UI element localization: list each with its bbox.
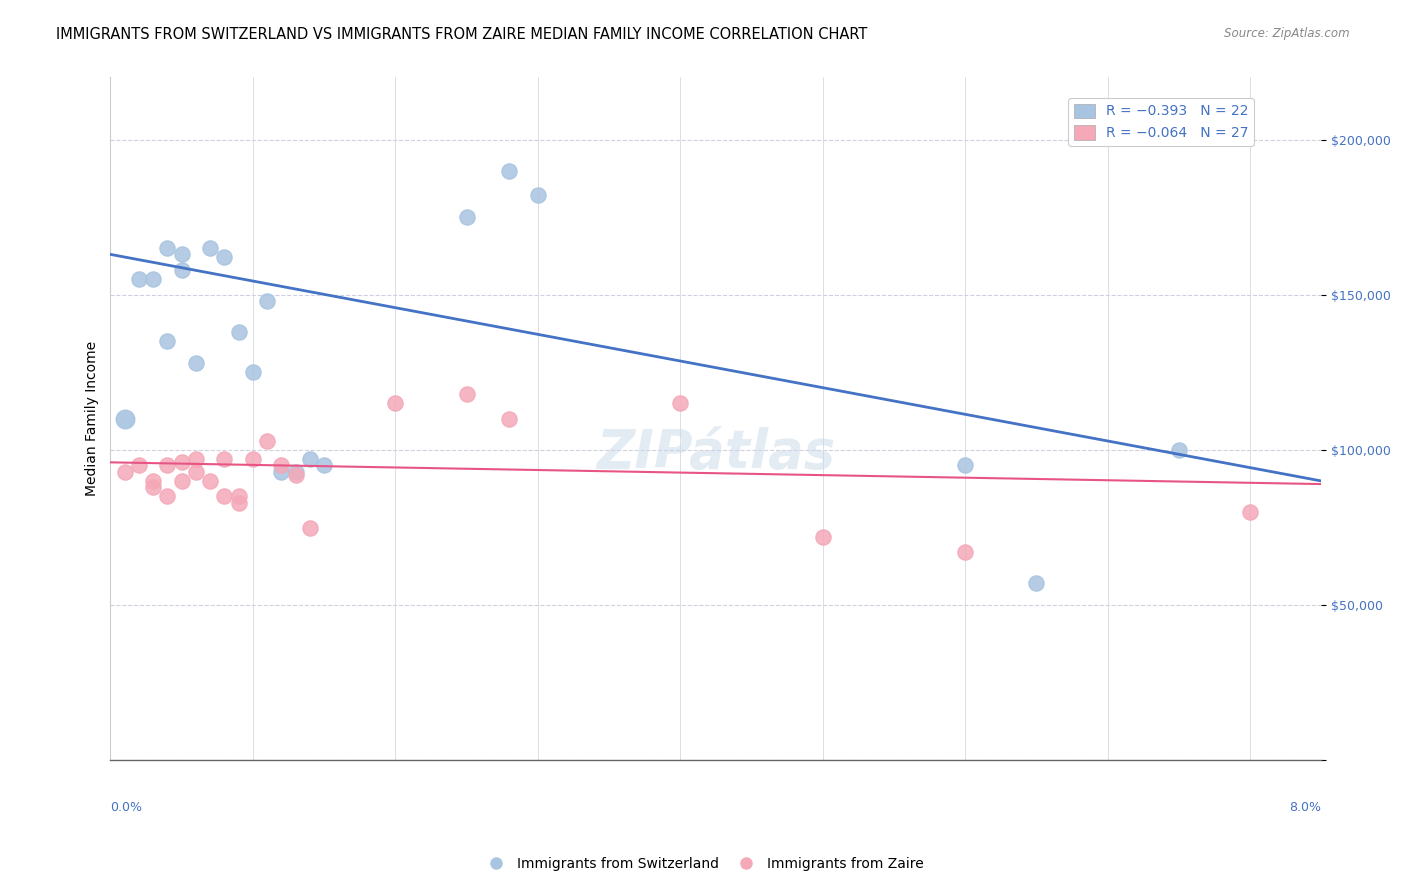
Point [298, 452, 321, 467]
Point [955, 458, 977, 473]
Point [228, 325, 250, 339]
Point [284, 465, 307, 479]
Point [242, 365, 264, 379]
Point [114, 412, 136, 426]
Point [256, 293, 278, 308]
Point [456, 387, 478, 401]
Point [456, 210, 478, 224]
Point [314, 458, 336, 473]
Point [1239, 505, 1261, 519]
Text: Source: ZipAtlas.com: Source: ZipAtlas.com [1225, 27, 1350, 40]
Point [184, 465, 207, 479]
Point [228, 496, 250, 510]
Point [1168, 442, 1191, 457]
Point [128, 272, 150, 286]
Y-axis label: Median Family Income: Median Family Income [86, 342, 100, 497]
Point [170, 247, 193, 261]
Point [184, 452, 207, 467]
Point [270, 465, 292, 479]
Point [170, 474, 193, 488]
Point [527, 188, 550, 202]
Point [114, 465, 136, 479]
Point [142, 272, 165, 286]
Point [214, 490, 236, 504]
Point [228, 490, 250, 504]
Point [156, 458, 179, 473]
Point [955, 545, 977, 559]
Point [498, 163, 520, 178]
Point [284, 467, 307, 482]
Point [128, 458, 150, 473]
Point [298, 520, 321, 534]
Point [170, 263, 193, 277]
Point [198, 241, 221, 255]
Point [156, 334, 179, 349]
Point [1025, 576, 1047, 591]
Text: IMMIGRANTS FROM SWITZERLAND VS IMMIGRANTS FROM ZAIRE MEDIAN FAMILY INCOME CORREL: IMMIGRANTS FROM SWITZERLAND VS IMMIGRANT… [56, 27, 868, 42]
Point [198, 474, 221, 488]
Legend: Immigrants from Switzerland, Immigrants from Zaire: Immigrants from Switzerland, Immigrants … [477, 851, 929, 876]
Point [156, 241, 179, 255]
Text: 8.0%: 8.0% [1289, 801, 1322, 814]
Point [270, 458, 292, 473]
Text: 0.0%: 0.0% [111, 801, 142, 814]
Point [811, 530, 834, 544]
Point [498, 412, 520, 426]
Point [256, 434, 278, 448]
Text: ZIPátlas: ZIPátlas [596, 427, 835, 479]
Point [669, 396, 692, 410]
Point [184, 356, 207, 370]
Point [156, 490, 179, 504]
Point [242, 452, 264, 467]
Legend: R = −0.393   N = 22, R = −0.064   N = 27: R = −0.393 N = 22, R = −0.064 N = 27 [1069, 98, 1254, 145]
Point [214, 251, 236, 265]
Point [214, 452, 236, 467]
Point [142, 480, 165, 494]
Point [170, 455, 193, 469]
Point [384, 396, 406, 410]
Point [142, 474, 165, 488]
